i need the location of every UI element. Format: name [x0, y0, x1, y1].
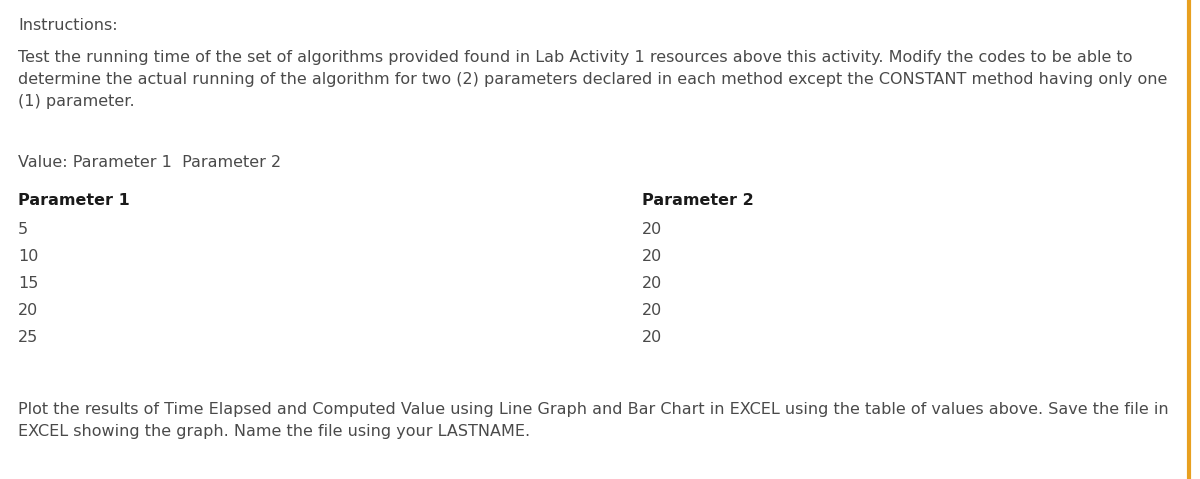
Text: EXCEL showing the graph. Name the file using your LASTNAME.: EXCEL showing the graph. Name the file u… [18, 424, 530, 439]
Text: 20: 20 [642, 222, 662, 237]
Text: Instructions:: Instructions: [18, 18, 118, 33]
Text: 20: 20 [642, 330, 662, 345]
Text: 20: 20 [642, 249, 662, 264]
Text: 15: 15 [18, 276, 38, 291]
Text: 20: 20 [642, 276, 662, 291]
Text: 5: 5 [18, 222, 28, 237]
Text: 20: 20 [642, 303, 662, 318]
Text: (1) parameter.: (1) parameter. [18, 94, 134, 109]
Text: Value: Parameter 1  Parameter 2: Value: Parameter 1 Parameter 2 [18, 155, 281, 170]
Text: Plot the results of Time Elapsed and Computed Value using Line Graph and Bar Cha: Plot the results of Time Elapsed and Com… [18, 402, 1169, 417]
Text: Parameter 2: Parameter 2 [642, 193, 754, 208]
Text: Parameter 1: Parameter 1 [18, 193, 130, 208]
Text: 20: 20 [18, 303, 38, 318]
Text: 10: 10 [18, 249, 38, 264]
Text: determine the actual running of the algorithm for two (2) parameters declared in: determine the actual running of the algo… [18, 72, 1168, 87]
Text: 25: 25 [18, 330, 38, 345]
Text: Test the running time of the set of algorithms provided found in Lab Activity 1 : Test the running time of the set of algo… [18, 50, 1133, 65]
